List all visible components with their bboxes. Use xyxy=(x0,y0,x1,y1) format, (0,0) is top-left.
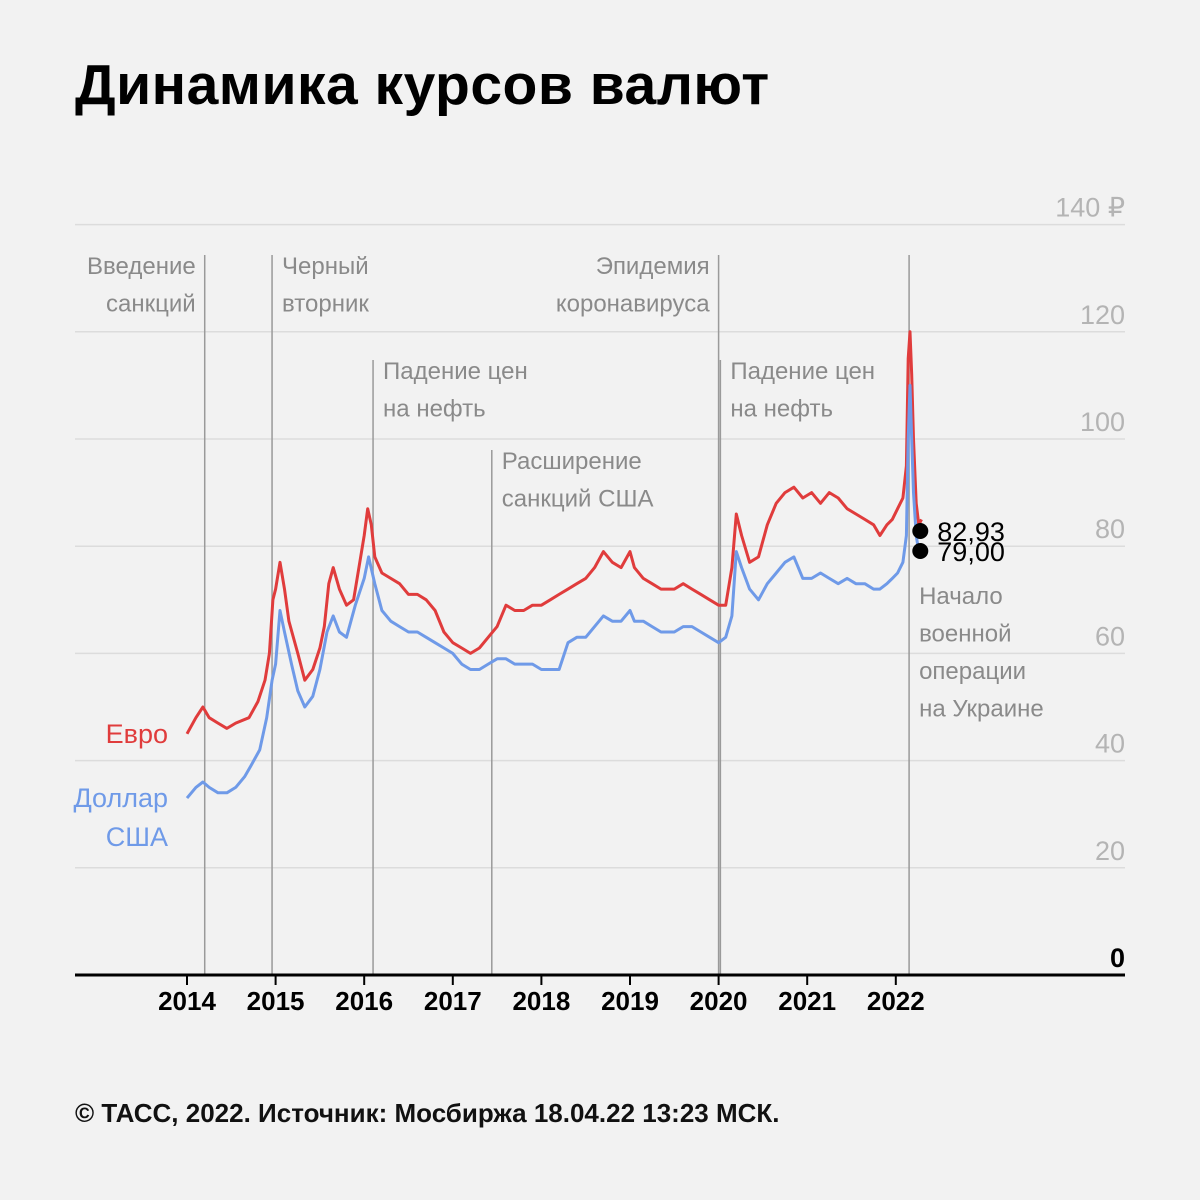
series-label-euro-0: Евро xyxy=(106,719,168,749)
y-tick-label-80: 80 xyxy=(1095,514,1125,544)
y-tick-label-140: 140 ₽ xyxy=(1055,193,1125,223)
series-label-usd-0: Доллар xyxy=(73,783,168,813)
event-label-0-line-1: санкций xyxy=(106,291,196,318)
page-title: Динамика курсов валют xyxy=(75,53,770,117)
event-label-0-line-0: Введение xyxy=(87,253,196,280)
event-label-6-line-2: операции xyxy=(919,658,1026,685)
x-tick-label-2018: 2018 xyxy=(512,986,570,1016)
event-label-6-line-3: на Украине xyxy=(919,696,1044,723)
series-line-euro xyxy=(185,330,923,735)
x-axis: 2014 2015 2016 2017 2018 2019 2020 2021 2022 xyxy=(75,973,1125,1016)
x-tick-label-2015: 2015 xyxy=(247,986,305,1016)
chart-labels: 0 20 40 60 80 100 120 140 ₽ Введение санкций Черны… xyxy=(73,193,1125,973)
series-lines xyxy=(185,330,923,800)
series-line-usd xyxy=(185,383,923,800)
x-tick-label-2022: 2022 xyxy=(867,986,925,1016)
event-label-4-line-0: Эпидемия xyxy=(596,253,710,280)
end-dot-euro xyxy=(912,523,929,539)
event-label-6-line-0: Начало xyxy=(919,583,1003,610)
y-tick-label-40: 40 xyxy=(1095,729,1125,759)
y-tick-label-0: 0 xyxy=(1110,943,1125,973)
event-label-2-line-1: на нефть xyxy=(383,396,486,423)
x-tick-label-2017: 2017 xyxy=(424,986,482,1016)
x-tick-label-2014: 2014 xyxy=(158,986,216,1016)
series-label-usd-1: США xyxy=(106,822,168,852)
event-label-1-line-0: Черный xyxy=(282,253,369,280)
end-value-usd: 79,00 xyxy=(937,537,1005,567)
y-tick-label-20: 20 xyxy=(1095,836,1125,866)
event-label-1-line-1: вторник xyxy=(282,291,369,318)
grid-lines xyxy=(75,223,1125,869)
event-label-2-line-0: Падение цен xyxy=(383,358,528,385)
event-label-3-line-1: санкций США xyxy=(502,486,654,513)
y-tick-label-60: 60 xyxy=(1095,621,1125,651)
end-value-euro: 82,93 xyxy=(937,517,1005,547)
event-label-3-line-0: Расширение xyxy=(502,448,642,475)
x-tick-label-2019: 2019 xyxy=(601,986,659,1016)
end-dot-usd xyxy=(912,543,929,559)
event-markers xyxy=(203,255,910,975)
event-label-5-line-1: на нефть xyxy=(730,396,833,423)
x-tick-label-2016: 2016 xyxy=(335,986,393,1016)
y-tick-label-100: 100 xyxy=(1080,407,1125,437)
x-tick-label-2020: 2020 xyxy=(690,986,748,1016)
source-note: © ТАСС, 2022. Источник: Мосбиржа 18.04.2… xyxy=(75,1098,780,1128)
event-label-6-line-1: военной xyxy=(919,621,1011,648)
y-tick-label-120: 120 xyxy=(1080,300,1125,330)
event-label-4-line-1: коронавируса xyxy=(556,291,710,318)
x-tick-label-2021: 2021 xyxy=(778,986,836,1016)
event-label-5-line-0: Падение цен xyxy=(730,358,875,385)
